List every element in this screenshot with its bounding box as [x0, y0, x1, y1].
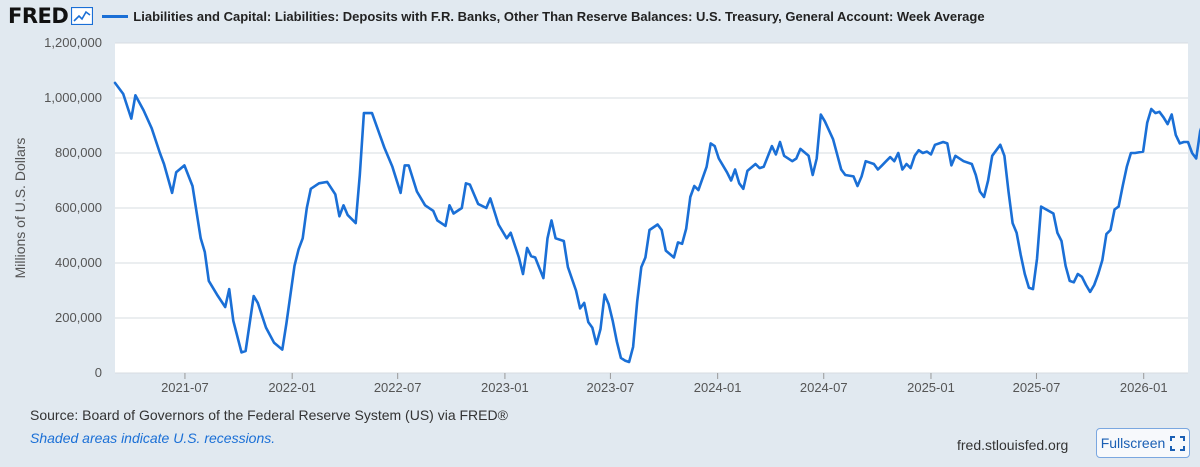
- fullscreen-label: Fullscreen: [1100, 435, 1166, 451]
- line-chart: 0 200,000 400,000 600,000 800,000 1,000,000 1,…: [12, 35, 1200, 395]
- fullscreen-button[interactable]: Fullscreen: [1096, 428, 1190, 458]
- x-tick-label: 2024-07: [800, 380, 848, 395]
- source-note: Source: Board of Governors of the Federa…: [30, 407, 508, 423]
- y-tick-label: 1,000,000: [44, 90, 102, 105]
- y-tick-label: 400,000: [55, 255, 102, 270]
- y-tick-label: 600,000: [55, 200, 102, 215]
- y-axis-label: Millions of U.S. Dollars: [12, 138, 28, 279]
- x-tick-label: 2024-01: [694, 380, 742, 395]
- series-line: [113, 81, 1200, 364]
- site-url[interactable]: fred.stlouisfed.org: [957, 437, 1069, 453]
- y-tick-label: 0: [95, 365, 102, 380]
- legend-swatch: [102, 14, 129, 18]
- fred-logo[interactable]: FRED: [8, 4, 69, 28]
- x-tick-label: 2023-07: [587, 380, 635, 395]
- chart-header: FRED Liabilities and Capital: Liabilitie…: [8, 4, 985, 28]
- x-tick-label: 2026-01: [1120, 380, 1168, 395]
- y-tick-label: 800,000: [55, 145, 102, 160]
- x-tick-label: 2023-01: [481, 380, 529, 395]
- y-tick-label: 1,200,000: [44, 35, 102, 50]
- x-tick-label: 2025-07: [1013, 380, 1061, 395]
- x-tick-label: 2025-01: [907, 380, 955, 395]
- grid: [115, 42, 1188, 374]
- y-axis: 0 200,000 400,000 600,000 800,000 1,000,000 1,…: [44, 35, 102, 380]
- x-tick-label: 2021-07: [161, 380, 209, 395]
- x-tick-label: 2022-07: [374, 380, 422, 395]
- chart-line-icon: [71, 7, 94, 25]
- recession-note[interactable]: Shaded areas indicate U.S. recessions.: [30, 430, 276, 446]
- x-axis: 2021-07 2022-01 2022-07 2023-01 2023-07 2024-…: [161, 373, 1168, 395]
- x-tick-label: 2022-01: [268, 380, 316, 395]
- series-title: Liabilities and Capital: Liabilities: De…: [133, 8, 985, 24]
- y-tick-label: 200,000: [55, 310, 102, 325]
- expand-icon: [1170, 435, 1186, 451]
